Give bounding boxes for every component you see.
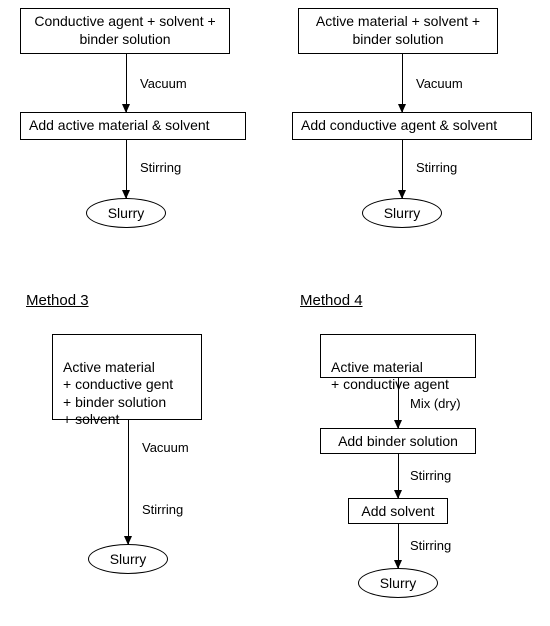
m4-box-start: Active material + conductive agent	[320, 334, 476, 378]
m4-box-binder: Add binder solution	[320, 428, 476, 454]
m1-ellipse-slurry: Slurry	[86, 198, 166, 228]
m1-edge-2-label: Stirring	[140, 160, 181, 175]
m4-ellipse-slurry: Slurry	[358, 568, 438, 598]
m2-edge-1-label: Vacuum	[416, 76, 463, 91]
m4-box-solvent-text: Add solvent	[361, 503, 434, 519]
m4-ellipse-text: Slurry	[380, 575, 417, 591]
m1-box-start: Conductive agent + solvent + binder solu…	[20, 8, 230, 54]
m4-box-solvent: Add solvent	[348, 498, 448, 524]
m3-ellipse-slurry: Slurry	[88, 544, 168, 574]
m1-arrow-1	[126, 54, 127, 112]
m4-arrow-3	[398, 524, 399, 568]
m2-box-add: Add conductive agent & solvent	[292, 112, 532, 140]
m4-arrow-1	[398, 378, 399, 428]
m1-ellipse-text: Slurry	[108, 205, 145, 221]
method4-heading: Method 4	[300, 292, 363, 309]
m4-box-start-text: Active material + conductive agent	[331, 359, 449, 393]
m1-box-start-text: Conductive agent + solvent + binder solu…	[34, 13, 215, 47]
m4-edge-2-label: Stirring	[410, 468, 451, 483]
m2-ellipse-text: Slurry	[384, 205, 421, 221]
m1-edge-1-label: Vacuum	[140, 76, 187, 91]
m2-arrow-2	[402, 140, 403, 198]
m1-arrow-2	[126, 140, 127, 198]
m4-edge-3-label: Stirring	[410, 538, 451, 553]
m1-box-add-text: Add active material & solvent	[29, 117, 210, 133]
m1-box-add: Add active material & solvent	[20, 112, 246, 140]
m3-box-start-text: Active material + conductive gent + bind…	[63, 359, 173, 428]
m2-arrow-1	[402, 54, 403, 112]
m2-box-add-text: Add conductive agent & solvent	[301, 117, 497, 133]
m3-edge-2-label: Stirring	[142, 502, 183, 517]
m4-edge-1-label: Mix (dry)	[410, 396, 461, 411]
flowchart-canvas: Conductive agent + solvent + binder solu…	[0, 0, 550, 626]
m2-ellipse-slurry: Slurry	[362, 198, 442, 228]
m2-box-start-text: Active material + solvent + binder solut…	[316, 13, 480, 47]
m3-box-start: Active material + conductive gent + bind…	[52, 334, 202, 420]
m3-arrow-1	[128, 420, 129, 544]
m2-box-start: Active material + solvent + binder solut…	[298, 8, 498, 54]
method3-heading: Method 3	[26, 292, 89, 309]
m4-arrow-2	[398, 454, 399, 498]
m2-edge-2-label: Stirring	[416, 160, 457, 175]
m4-box-binder-text: Add binder solution	[338, 433, 458, 449]
m3-edge-1-label: Vacuum	[142, 440, 189, 455]
m3-ellipse-text: Slurry	[110, 551, 147, 567]
